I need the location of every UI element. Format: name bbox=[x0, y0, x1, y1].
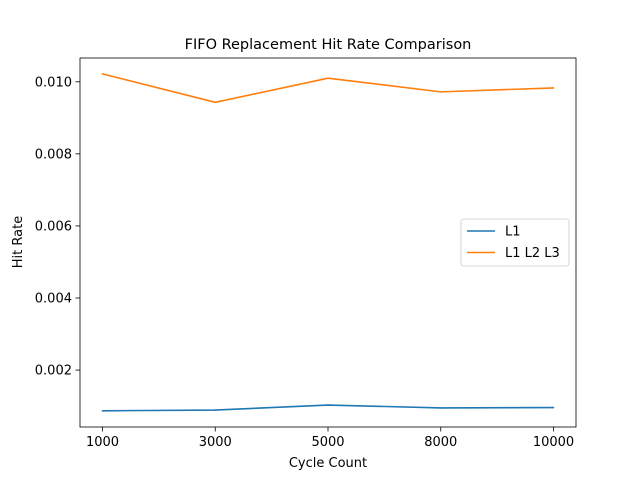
legend-label: L1 bbox=[505, 225, 521, 240]
x-tick-label: 3000 bbox=[199, 435, 232, 450]
x-axis-label: Cycle Count bbox=[289, 456, 367, 471]
y-tick-label: 0.006 bbox=[35, 219, 72, 234]
x-axis: 1000 3000 5000 8000 10000 bbox=[86, 427, 574, 450]
y-axis-label: Hit Rate bbox=[11, 216, 26, 268]
chart-title: FIFO Replacement Hit Rate Comparison bbox=[185, 37, 472, 53]
series-2-point bbox=[439, 91, 442, 93]
x-tick-label: 10000 bbox=[533, 435, 574, 450]
y-tick-label: 0.010 bbox=[35, 75, 72, 90]
series-2-point bbox=[327, 77, 329, 79]
legend: L1 L1 L2 L3 bbox=[460, 218, 570, 267]
series-1-point bbox=[439, 407, 442, 409]
y-axis: 0.002 0.004 0.006 0.008 0.010 bbox=[35, 75, 80, 379]
x-tick-label: 1000 bbox=[86, 435, 119, 450]
series-1-point bbox=[327, 404, 329, 406]
series-1-point bbox=[552, 406, 555, 409]
legend-label: L1 L2 L3 bbox=[505, 246, 560, 261]
series-1-point bbox=[101, 409, 104, 412]
series-2-point bbox=[101, 73, 104, 75]
y-tick-label: 0.004 bbox=[35, 291, 72, 306]
series-1-point bbox=[214, 409, 217, 411]
y-tick-label: 0.008 bbox=[35, 147, 72, 162]
series-2-point bbox=[552, 87, 555, 89]
x-tick-label: 5000 bbox=[311, 435, 344, 450]
series-lines bbox=[101, 73, 555, 412]
x-tick-label: 8000 bbox=[424, 435, 457, 450]
y-tick-label: 0.002 bbox=[35, 364, 72, 379]
series-2-point bbox=[214, 101, 217, 104]
